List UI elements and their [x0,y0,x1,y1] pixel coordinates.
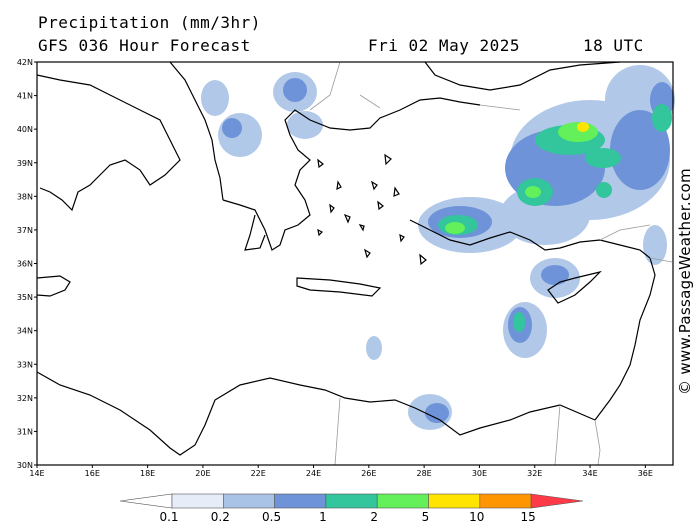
legend-swatch [223,493,275,509]
lat-tick-label: 35N [17,293,33,302]
legend-swatch [428,493,481,509]
legend-label: 10 [469,510,485,524]
lon-tick-label: 22E [251,469,266,478]
lon-tick-label: 14E [29,469,44,478]
lon-tick-label: 18E [140,469,155,478]
forecast-date: Fri 02 May 2025 [368,36,520,55]
lat-tick-label: 42N [17,58,33,67]
legend-label: 1 [319,510,327,524]
legend-label: 15 [520,510,536,524]
lat-tick-label: 37N [17,226,33,235]
lat-tick-label: 32N [17,394,33,403]
legend-label: 0.5 [262,510,282,524]
lat-tick-label: 38N [17,192,33,201]
legend-label: 0.2 [210,510,230,524]
lat-tick-label: 34N [17,327,33,336]
lon-tick-label: 16E [85,469,100,478]
lon-tick-label: 26E [361,469,376,478]
coastlines [36,61,656,456]
legend-swatch [171,493,224,509]
lat-tick-label: 39N [17,159,33,168]
model-label: GFS 036 Hour Forecast [38,36,251,55]
lat-tick-label: 40N [17,125,33,134]
lon-tick-label: 28E [417,469,432,478]
lat-tick-label: 30N [17,461,33,470]
lat-tick-label: 41N [17,92,33,101]
legend-swatch [274,493,327,509]
longitude-ticks: 14E 16E 18E 20E 22E 24E 26E 28E 30E 32E 34E 36E [29,465,653,478]
lon-tick-label: 32E [527,469,542,478]
legend-swatch [325,493,378,509]
lat-tick-label: 31N [17,427,33,436]
latitude-ticks: 30N 31N 32N 33N 34N 35N 36N 37N 38N 39N 40N 41N 42N [17,58,37,470]
lon-tick-label: 20E [195,469,210,478]
legend-label: 5 [421,510,430,524]
lon-tick-label: 34E [582,469,597,478]
lon-tick-label: 36E [638,469,653,478]
chart-title: Precipitation (mm/3hr) [38,13,261,32]
watermark: © www.PassageWeather.com [676,168,694,395]
legend-swatch [376,493,429,509]
lon-tick-label: 24E [306,469,321,478]
lat-tick-label: 36N [17,260,33,269]
legend-colorbar [119,493,584,509]
lat-tick-label: 33N [17,360,33,369]
precip-layer [201,65,675,430]
country-borders [309,61,673,466]
legend-label: 0.1 [159,510,179,524]
legend-swatch [479,493,532,509]
legend-label: 2 [370,510,379,524]
lon-tick-label: 30E [472,469,487,478]
legend-min-arrow [119,493,173,509]
legend-max-arrow [530,493,584,509]
forecast-time: 18 UTC [583,36,644,55]
